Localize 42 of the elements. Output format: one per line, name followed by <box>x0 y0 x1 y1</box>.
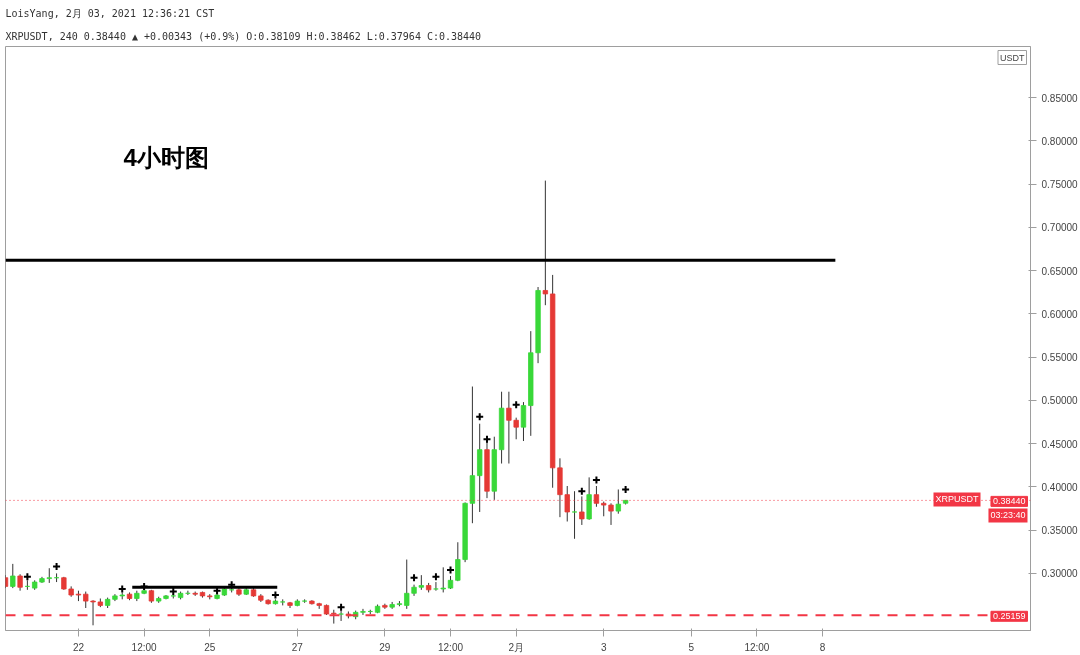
x-tick-label: 3 <box>600 641 607 653</box>
annotation: XRPUSDT <box>935 494 979 505</box>
candlestick <box>571 490 578 540</box>
chart-subtitle: XRPUSDT, 240 0.38440 ▲ +0.00343 (+0.9%) O:0.38109 H:0.38462 L:0.37964 C:0.38440 <box>5 30 482 42</box>
ref-line-label: 0.25159 <box>992 611 1026 622</box>
y-tick-label: 0.80000 <box>1041 135 1079 147</box>
candlestick <box>608 502 614 526</box>
y-tick-label: 0.75000 <box>1041 179 1079 191</box>
x-tick-label: 12:00 <box>131 641 158 653</box>
y-tick-label: 0.55000 <box>1041 352 1079 364</box>
x-tick-label: 12:00 <box>438 641 464 653</box>
candlestick <box>10 563 16 589</box>
candlestick <box>440 566 446 593</box>
x-tick-label: 22 <box>72 641 85 653</box>
annotation: 4小时图 <box>123 143 209 171</box>
y-tick-label: 0.85000 <box>1041 92 1079 104</box>
x-tick-label: 2月 <box>508 641 524 653</box>
y-tick-label: 0.30000 <box>1041 568 1079 580</box>
y-tick-label: 0.35000 <box>1041 525 1079 537</box>
y-axis-title: USDT <box>1000 52 1025 63</box>
x-tick-label: 8 <box>819 641 826 653</box>
y-tick-label: 0.40000 <box>1041 481 1079 493</box>
candlestick <box>579 495 585 526</box>
x-tick-label: 29 <box>379 641 391 653</box>
y-tick-label: 0.65000 <box>1041 265 1079 277</box>
y-tick-label: 0.60000 <box>1041 308 1079 320</box>
candlestick <box>542 180 549 306</box>
y-tick-label: 0.70000 <box>1041 222 1079 234</box>
x-tick-label: 12:00 <box>744 641 770 653</box>
candlestick <box>433 581 439 592</box>
annotation: 03:23:40 <box>990 510 1026 521</box>
ref-line-label: 0.38440 <box>992 496 1026 507</box>
chart-title: LoisYang, 2月 03, 2021 12:36:21 CST <box>5 7 215 19</box>
y-tick-label: 0.45000 <box>1041 438 1079 450</box>
y-tick-label: 0.50000 <box>1041 395 1079 407</box>
x-tick-label: 27 <box>291 641 304 653</box>
x-tick-label: 5 <box>688 641 695 653</box>
candlestick <box>615 488 621 515</box>
candlestick <box>520 401 527 442</box>
x-tick-label: 25 <box>204 641 216 653</box>
candlestick <box>90 599 96 626</box>
candlestick <box>593 485 600 508</box>
